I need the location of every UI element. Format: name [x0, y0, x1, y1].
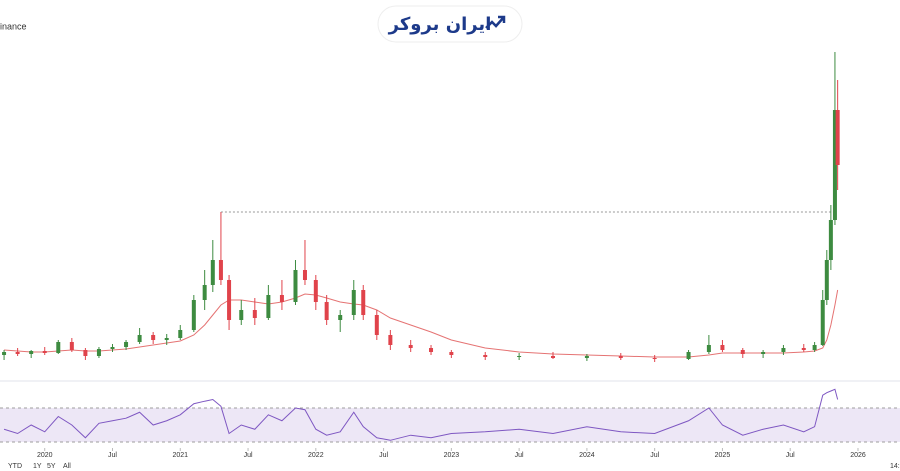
candle-body — [266, 295, 271, 318]
x-tick-label: 2026 — [850, 452, 866, 459]
candle-body — [706, 345, 711, 352]
candle-body — [110, 347, 115, 349]
range-button[interactable]: All — [63, 463, 71, 470]
candle-body — [324, 302, 329, 320]
candle-body — [812, 345, 817, 350]
x-tick-label: 2022 — [308, 452, 324, 459]
candle-body — [761, 352, 766, 354]
candle-body — [338, 315, 343, 320]
x-tick-label: 2023 — [444, 452, 460, 459]
x-tick-label: 2021 — [172, 452, 188, 459]
candle-body — [832, 110, 837, 220]
candle-body — [124, 342, 129, 347]
x-tick-label: Jul — [108, 452, 117, 459]
candle-body — [351, 290, 356, 315]
candle-body — [449, 352, 454, 355]
clock: 14:0 — [890, 463, 900, 470]
x-tick-label: Jul — [786, 452, 795, 459]
range-button[interactable]: 1Y — [33, 463, 42, 470]
x-tick-label: Jul — [379, 452, 388, 459]
candle-body — [720, 345, 725, 350]
candle-body — [429, 348, 434, 352]
candle-body — [15, 352, 20, 354]
candle-body — [652, 358, 657, 359]
candle-body — [164, 338, 169, 340]
rsi-line — [3, 388, 839, 441]
range-button[interactable]: 5Y — [47, 463, 56, 470]
range-button[interactable]: YTD — [8, 463, 22, 470]
candle-body — [835, 110, 840, 165]
candle-body — [42, 351, 47, 353]
logo: ایران بروکر — [388, 14, 492, 35]
candle-body — [686, 352, 691, 359]
candle-body — [210, 260, 215, 285]
candle-body — [388, 335, 393, 345]
logo-icon — [485, 15, 506, 29]
candle-body — [56, 342, 61, 353]
candle-body — [137, 335, 142, 342]
logo-pill — [377, 5, 523, 43]
candle-body — [69, 342, 74, 350]
candle-body — [781, 348, 786, 352]
x-tick-label: 2024 — [579, 452, 595, 459]
candle-body — [618, 356, 623, 358]
candle-body — [202, 285, 207, 300]
candle-body — [293, 270, 298, 302]
candle-body — [279, 295, 284, 302]
x-tick-label: 2020 — [37, 452, 53, 459]
candle-body — [239, 310, 244, 320]
candle-body — [178, 330, 183, 338]
candle-body — [218, 260, 223, 280]
candle-body — [29, 351, 34, 354]
candle-body — [83, 350, 88, 356]
candle-body — [551, 356, 556, 358]
candle-body — [252, 310, 257, 318]
candle-body — [313, 280, 318, 302]
moving-average — [4, 289, 839, 358]
candle-body — [151, 335, 156, 340]
candle-body — [584, 356, 589, 358]
candle-body — [408, 345, 413, 348]
candle-body — [227, 280, 232, 320]
source-label: inance — [0, 21, 27, 31]
candle-body — [820, 300, 825, 345]
candle-body — [2, 352, 7, 355]
candle-body — [828, 220, 833, 260]
x-tick-label: Jul — [650, 452, 659, 459]
candle-body — [824, 260, 829, 300]
rsi-band — [0, 408, 900, 442]
x-tick-label: Jul — [244, 452, 253, 459]
candle-body — [801, 348, 806, 350]
candle-body — [191, 300, 196, 330]
candle-body — [361, 290, 366, 315]
candle-body — [483, 355, 488, 357]
candle-body — [374, 315, 379, 335]
x-tick-label: Jul — [515, 452, 524, 459]
candle-body — [517, 356, 522, 357]
candle-body — [740, 350, 745, 354]
x-tick-label: 2025 — [715, 452, 731, 459]
candle-body — [96, 349, 101, 356]
candle-body — [302, 270, 307, 280]
